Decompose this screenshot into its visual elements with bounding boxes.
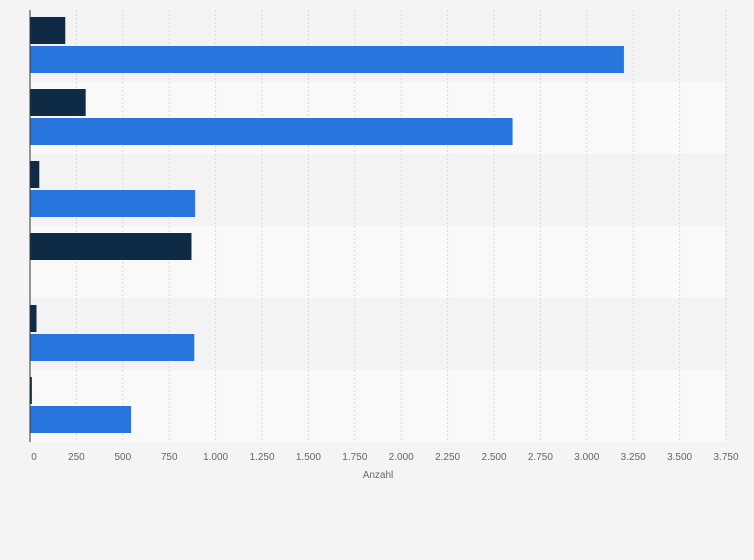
bar[interactable] [30,161,40,188]
x-tick-label: 3.500 [667,452,692,463]
bar[interactable] [30,118,513,145]
x-tick-label: 3.750 [713,452,738,463]
row-band [30,370,726,442]
bar[interactable] [30,17,66,44]
x-tick-label: 1.250 [249,452,274,463]
x-tick-label: 2.250 [435,452,460,463]
bar[interactable] [30,406,132,433]
x-tick-label: 2.000 [389,452,414,463]
x-tick-label: 3.000 [574,452,599,463]
x-tick-label: 2.750 [528,452,553,463]
x-tick-label: 1.750 [342,452,367,463]
gridlines [75,10,727,442]
bar[interactable] [30,190,196,217]
x-tick-label: 500 [114,452,131,463]
x-tick-label: 1.000 [203,452,228,463]
x-tick-label: 250 [68,452,85,463]
x-tick-label: 750 [161,452,178,463]
bar[interactable] [30,233,192,260]
x-tick-label: 1.500 [296,452,321,463]
bars [30,17,624,433]
row-bands [30,10,726,442]
bar[interactable] [30,377,32,404]
x-tick-label: 3.250 [621,452,646,463]
x-tick-label: 0 [31,452,37,463]
x-tick-label: 2.500 [481,452,506,463]
bar[interactable] [30,89,86,116]
x-axis-title: Anzahl [363,470,394,481]
bar[interactable] [30,305,37,332]
x-tick-labels: 0 250 500 750 1.000 1.250 1.500 1.750 2.000 2.250… [31,452,739,463]
bar[interactable] [30,46,624,73]
bar[interactable] [30,334,195,361]
